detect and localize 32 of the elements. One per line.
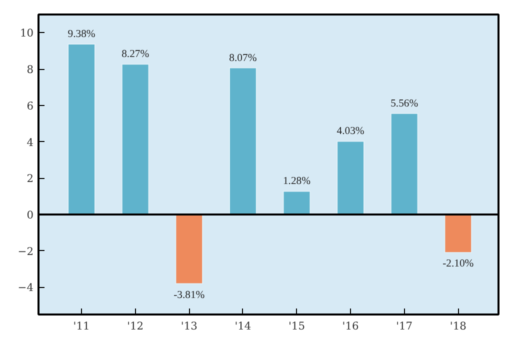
bar (175, 214, 204, 284)
bar (390, 112, 418, 215)
data-label: 9.38% (68, 28, 96, 40)
y-tick-label: −4 (18, 281, 34, 294)
data-label: 4.03% (336, 126, 364, 138)
y-tick-label: −2 (18, 244, 34, 258)
data-label: -2.10% (442, 258, 474, 270)
y-tick-label: 0 (26, 208, 34, 222)
data-label: 8.27% (122, 49, 150, 60)
bar (68, 43, 96, 215)
y-tick-label: 2 (26, 172, 34, 186)
y-tick-label: 10 (20, 26, 34, 40)
x-tick-label: '14 (234, 320, 252, 332)
bar (444, 214, 472, 254)
data-label: -3.81% (174, 290, 205, 301)
bar (282, 190, 311, 215)
y-tick-label: 4 (26, 136, 34, 149)
bar (121, 64, 150, 215)
data-label: 8.07% (229, 52, 257, 64)
bar (336, 140, 364, 215)
data-label: 5.56% (390, 98, 418, 110)
x-tick-label: '18 (450, 320, 467, 332)
bar (228, 67, 257, 215)
x-tick-label: '11 (73, 320, 90, 332)
y-tick-label: 6 (26, 99, 34, 112)
x-tick-label: '12 (127, 320, 144, 332)
x-tick-label: '13 (180, 320, 198, 332)
x-tick-label: '15 (288, 320, 305, 332)
data-label: 1.28% (282, 176, 311, 188)
x-tick-label: '17 (396, 320, 413, 332)
x-tick-label: '16 (342, 320, 360, 332)
y-tick-label: 8 (26, 63, 34, 76)
